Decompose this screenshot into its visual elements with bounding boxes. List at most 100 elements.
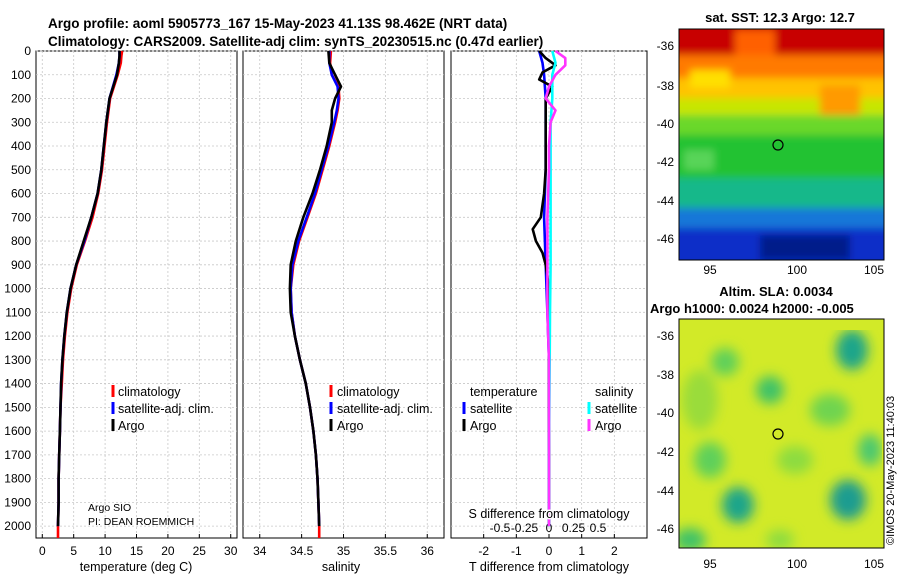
- title-line-2: Climatology: CARS2009. Satellite-adj cli…: [48, 34, 543, 49]
- salinity-lines: [288, 50, 343, 538]
- legend-label-argo: Argo: [337, 419, 363, 433]
- annotation-pi: PI: DEAN ROEMMICH: [88, 516, 194, 528]
- legend-label-s-argo: Argo: [595, 419, 621, 433]
- sst-xtick: 105: [864, 263, 884, 277]
- ytick-label: 1800: [4, 472, 31, 486]
- xtick-label: 30: [224, 544, 238, 558]
- salinity-axis-ticks: 34 34.5 35 35.5 36: [253, 544, 434, 558]
- sla-ytick: -40: [657, 406, 675, 420]
- xtick-label: 2: [611, 544, 618, 558]
- sst-ytick: -40: [657, 117, 675, 131]
- legend-header-temperature: temperature: [470, 385, 537, 399]
- xtick-label: 0: [39, 544, 46, 558]
- sst-argo-marker: [772, 139, 784, 151]
- temperature-lines: [56, 50, 124, 538]
- series-argo: [56, 51, 121, 527]
- sla-map: Altim. SLA: 0.0034 Argo h1000: 0.0024 h2…: [650, 284, 885, 571]
- xtick-label: 36: [421, 544, 435, 558]
- sst-ytick: -36: [657, 39, 675, 53]
- ytick-label: 1900: [4, 495, 31, 509]
- title-line-1: Argo profile: aoml 5905773_167 15-May-20…: [48, 16, 507, 31]
- sla-ytick: -38: [657, 368, 675, 382]
- s-xtick-label: -0.5: [490, 521, 511, 535]
- s-xtick-label: 0.5: [590, 521, 607, 535]
- sla-map-title-2: Argo h1000: 0.0024 h2000: -0.005: [650, 301, 854, 316]
- s-xtick-label: -0.25: [511, 521, 539, 535]
- legend-label-satellite: satellite-adj. clim.: [337, 402, 433, 416]
- depth-axis-labels: 0 100 200 300 400 500 600 700 800 900 1000 1100 1200…: [4, 44, 31, 533]
- ytick-label: 800: [11, 234, 31, 248]
- salinity-difference-axis-ticks: -0.5 -0.25 0 0.25 0.5: [490, 521, 607, 535]
- sst-map-title: sat. SST: 12.3 Argo: 12.7: [705, 10, 855, 25]
- salinity-xlabel: salinity: [322, 560, 361, 574]
- sla-x-ticks: 95 100 105: [703, 557, 884, 571]
- legend-label-climatology: climatology: [118, 385, 181, 399]
- xtick-label: 34.5: [290, 544, 314, 558]
- xtick-label: 0: [546, 544, 553, 558]
- difference-panel: -2 -1 0 1 2 -0.5 -0.25 0 0.25 0.5 T difference f…: [450, 49, 648, 574]
- ytick-label: 1100: [5, 305, 31, 319]
- ytick-label: 900: [11, 258, 31, 272]
- ytick-label: 1600: [4, 424, 31, 438]
- difference-lines: [531, 49, 567, 527]
- temperature-xlabel: temperature (deg C): [80, 560, 193, 574]
- sla-ytick: -46: [657, 522, 675, 536]
- legend-label-argo: Argo: [118, 419, 144, 433]
- credit-text: ©IMOS 20-May-2023 11:40:03: [885, 396, 897, 545]
- ytick-label: 700: [11, 210, 31, 224]
- ytick-label: 600: [11, 187, 31, 201]
- s-xtick-label: 0: [546, 521, 553, 535]
- legend-label-t-satellite: satellite: [470, 402, 512, 416]
- ytick-label: 0: [24, 44, 31, 58]
- sst-xtick: 95: [703, 263, 717, 277]
- t-difference-xlabel: T difference from climatology: [469, 560, 630, 574]
- salinity-legend: climatology satellite-adj. clim. Argo: [329, 385, 433, 433]
- ytick-label: 1200: [4, 329, 31, 343]
- sst-y-ticks: -36 -38 -40 -42 -44 -46: [657, 39, 675, 246]
- sst-ytick: -46: [657, 232, 675, 246]
- ytick-label: 500: [11, 163, 31, 177]
- xtick-label: 5: [70, 544, 77, 558]
- salinity-grid: [243, 50, 444, 538]
- ytick-label: 2000: [4, 519, 31, 533]
- legend-label-climatology: climatology: [337, 385, 400, 399]
- xtick-label: 1: [578, 544, 585, 558]
- temperature-legend: climatology satellite-adj. clim. Argo: [111, 385, 214, 433]
- sst-field: [679, 29, 884, 260]
- xtick-label: -2: [478, 544, 489, 558]
- ytick-label: 400: [11, 139, 31, 153]
- series-s-argo: [544, 49, 567, 527]
- legend-label-s-satellite: satellite: [595, 402, 637, 416]
- sst-ytick: -38: [657, 79, 675, 93]
- ytick-label: 1300: [4, 353, 31, 367]
- xtick-label: 25: [193, 544, 207, 558]
- xtick-label: 20: [161, 544, 175, 558]
- xtick-label: 34: [253, 544, 267, 558]
- sst-xtick: 100: [787, 263, 807, 277]
- sst-ytick: -44: [657, 194, 675, 208]
- salinity-panel: 34 34.5 35 35.5 36 salinity climatology sate…: [242, 50, 445, 574]
- legend-header-salinity: salinity: [595, 385, 634, 399]
- sla-y-ticks: -36 -38 -40 -42 -44 -46: [657, 329, 675, 536]
- sla-xtick: 95: [703, 557, 717, 571]
- s-difference-xlabel: S difference from climatology: [469, 507, 631, 521]
- sla-xtick: 100: [787, 557, 807, 571]
- sst-ytick: -42: [657, 155, 675, 169]
- sla-ytick: -36: [657, 329, 675, 343]
- ytick-label: 1500: [4, 400, 31, 414]
- ytick-label: 1400: [4, 377, 31, 391]
- ytick-label: 300: [11, 115, 31, 129]
- ytick-label: 1700: [4, 448, 31, 462]
- sst-map: sat. SST: 12.3 Argo: 12.7: [657, 10, 885, 277]
- series-argo: [288, 50, 343, 527]
- xtick-label: 35.5: [374, 544, 398, 558]
- sla-argo-marker: [772, 428, 784, 440]
- sla-ytick: -44: [657, 484, 675, 498]
- annotation-institution: Argo SIO: [88, 502, 131, 514]
- legend-label-satellite: satellite-adj. clim.: [118, 402, 214, 416]
- xtick-label: 15: [130, 544, 144, 558]
- xtick-label: 35: [337, 544, 351, 558]
- xtick-label: -1: [511, 544, 522, 558]
- temperature-panel: 0100200300400500600700800900100011001200…: [4, 44, 237, 574]
